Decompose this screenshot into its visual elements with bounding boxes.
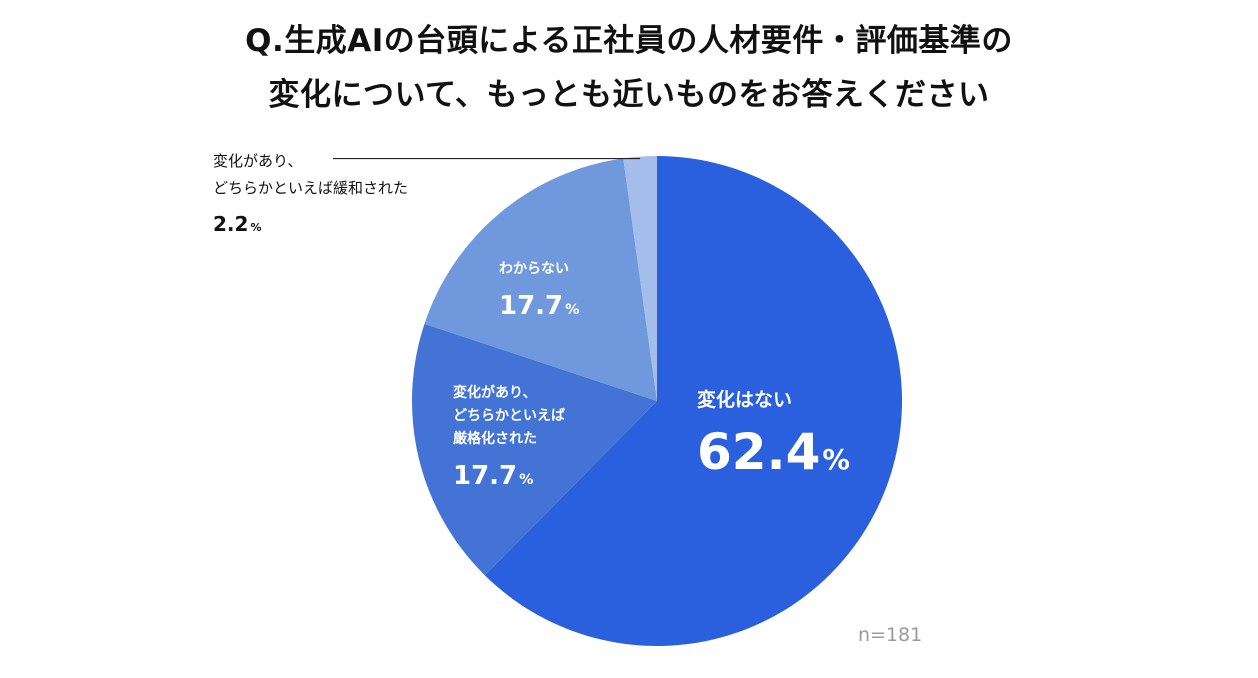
slice-label-relaxed: 変化があり、 どちらかといえば緩和された 2.2% [213,148,408,244]
slice-value-stricter-unit: % [519,472,534,488]
slice-label-stricter: 変化があり、 どちらかといえば 厳格化された 17.7% [453,382,565,497]
slice-value-stricter: 17.7% [453,459,565,497]
slice-value-unknown-number: 17.7 [499,291,564,321]
pie-slice-relaxed [623,156,657,401]
slice-value-relaxed-number: 2.2 [213,212,249,236]
pie-slice-stricter [412,323,657,576]
slice-value-unknown-unit: % [565,302,580,318]
chart-title-line-1: Q.生成AIの台頭による正社員の人材要件・評価基準の [245,23,1013,59]
slice-value-stricter-number: 17.7 [453,461,518,491]
slice-name-unknown: わからない [499,261,569,277]
sample-size-note: n=181 [858,624,923,646]
slice-name-relaxed-line-1: 変化があり、 [213,152,303,170]
chart-title-line-2: 変化について、もっとも近いものをお答えください [268,77,990,113]
slice-value-no-change-number: 62.4 [697,423,821,481]
pie-slice-unknown [424,158,657,401]
chart-title: Q.生成AIの台頭による正社員の人材要件・評価基準の 変化について、もっとも近い… [0,14,1258,122]
slice-value-relaxed-unit: % [250,221,262,234]
slice-value-no-change: 62.4% [697,422,850,490]
slice-name-stricter-line-2: どちらかといえば [453,408,565,424]
slice-value-unknown: 17.7% [499,288,579,328]
slice-value-no-change-unit: % [822,444,850,476]
slice-name-stricter-line-1: 変化があり、 [453,385,537,401]
slice-name-relaxed-line-2: どちらかといえば緩和された [213,179,409,197]
slice-value-relaxed: 2.2% [213,208,408,244]
slice-name-stricter-line-3: 厳格化された [453,431,537,447]
slice-label-unknown: わからない 17.7% [499,258,579,328]
slice-name-no-change: 変化はない [697,389,793,411]
pie-slice-no-change [484,156,903,646]
slice-label-no-change: 変化はない 62.4% [697,384,850,490]
